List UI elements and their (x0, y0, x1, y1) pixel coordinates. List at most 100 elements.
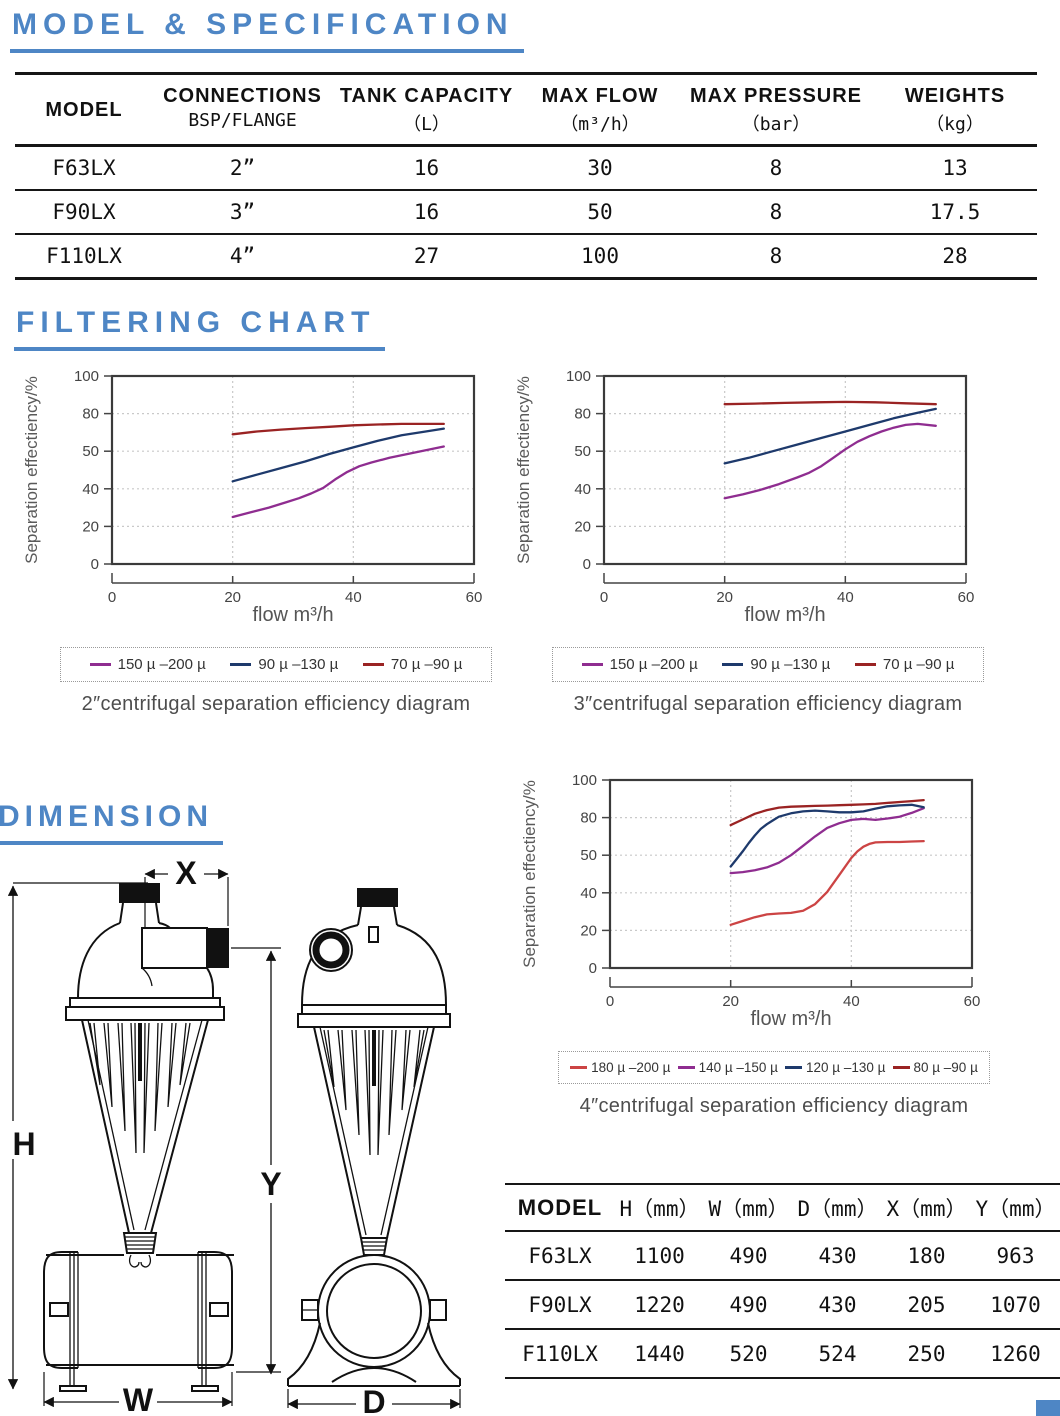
svg-text:50: 50 (574, 443, 591, 460)
spec-col-header: MAX FLOW （m³/h） (541, 85, 659, 135)
legend-swatch (581, 663, 603, 666)
svg-text:0: 0 (108, 589, 116, 606)
chart-4inch: 100 80 50 40 20 0 0 20 40 60 flow m³/h Separation e… (518, 772, 1018, 1118)
legend-item: 120 µ –130 µ (785, 1060, 885, 1075)
chart-2inch-legend: 150 µ –200 µ 90 µ –130 µ 70 µ –90 µ (60, 647, 492, 682)
dimension-table-cell: F63LX (528, 1243, 592, 1268)
dimension-table-cell: 430 (818, 1243, 857, 1268)
dimension-table-header: MODEL H（mm） W（mm） D（mm） X（mm） Y（mm） (505, 1185, 1060, 1232)
svg-text:100: 100 (572, 772, 597, 789)
spec-table-cell: 2” (229, 156, 256, 180)
dimension-table-cell: 1070 (990, 1292, 1041, 1317)
svg-text:100: 100 (566, 368, 591, 385)
legend-swatch (362, 663, 384, 666)
spec-table-cell: 4” (229, 244, 256, 268)
dimension-table-cell: 490 (729, 1292, 768, 1317)
inlet-port (357, 888, 398, 907)
svg-text:40: 40 (837, 589, 854, 606)
dimension-table-cell: 1260 (990, 1341, 1041, 1366)
svg-text:60: 60 (958, 589, 975, 606)
legend-label: 140 µ –150 µ (698, 1060, 778, 1075)
chart-3inch-legend: 150 µ –200 µ 90 µ –130 µ 70 µ –90 µ (552, 647, 984, 682)
dimension-table-cell: 1220 (634, 1292, 685, 1317)
chart-canvas: 100 80 50 40 20 00 20 40 60 flow m³/h Separation e… (22, 368, 483, 626)
legend-swatch (854, 663, 876, 666)
legend-label: 150 µ –200 µ (609, 656, 698, 673)
chart-4inch-legend: 180 µ –200 µ 140 µ –150 µ 120 µ –130 µ 80 µ… (558, 1051, 990, 1084)
dim-label-d: D (362, 1384, 385, 1416)
svg-text:80: 80 (580, 810, 597, 827)
section-title-model-specification: MODEL & SPECIFICATION (10, 8, 524, 53)
spec-table-cell: 100 (581, 244, 619, 268)
inlet-port (119, 883, 160, 903)
chart-3inch: 100 80 50 40 20 0 0 20 40 60 flow m³/h Separation e… (512, 368, 1012, 716)
svg-text:20: 20 (224, 589, 241, 606)
dimension-table: MODEL H（mm） W（mm） D（mm） X（mm） Y（mm） F63LX 1100 4… (505, 1183, 1060, 1379)
dimension-col-header: Y（mm） (975, 1196, 1056, 1221)
spec-table-cell: 13 (942, 156, 968, 180)
dimension-table-cell: 180 (907, 1243, 946, 1268)
svg-text:60: 60 (466, 589, 483, 606)
svg-text:20: 20 (722, 993, 739, 1010)
svg-text:20: 20 (82, 518, 99, 535)
legend-label: 80 µ –90 µ (913, 1060, 978, 1075)
dimension-table-cell: 490 (729, 1243, 768, 1268)
legend-label: 90 µ –130 µ (750, 656, 831, 673)
svg-text:20: 20 (716, 589, 733, 606)
outlet-pipe (141, 927, 208, 969)
spec-col-header: MODEL (45, 99, 123, 121)
legend-label: 90 µ –130 µ (258, 656, 339, 673)
svg-text:Separation effectiency/%: Separation effectiency/% (22, 376, 41, 564)
legend-swatch (677, 1066, 695, 1069)
svg-text:40: 40 (574, 481, 591, 498)
svg-text:flow m³/h: flow m³/h (750, 1008, 831, 1030)
dimension-table-cell: 1440 (634, 1341, 685, 1366)
dimension-table-cell: 520 (729, 1341, 768, 1366)
svg-text:flow m³/h: flow m³/h (744, 604, 825, 626)
spec-col-header: WEIGHTS （kg） (904, 85, 1006, 135)
svg-text:0: 0 (91, 556, 99, 573)
dimension-table-row: F63LX 1100 490 430 180 963 (505, 1232, 1060, 1281)
legend-swatch (230, 663, 252, 666)
spec-table-cell: 50 (587, 200, 613, 224)
svg-text:40: 40 (345, 589, 362, 606)
dimension-table-row: F90LX 1220 490 430 205 1070 (505, 1281, 1060, 1330)
dimension-table-cell: 524 (818, 1341, 857, 1366)
dimension-col-header: X（mm） (886, 1196, 967, 1221)
svg-text:100: 100 (74, 368, 99, 385)
svg-text:Separation effectiency/%: Separation effectiency/% (520, 780, 539, 968)
chart-2inch: 100 80 50 40 20 0 0 20 40 60 flow m³/h Separation e… (20, 368, 520, 716)
dimension-table-cell: 430 (818, 1292, 857, 1317)
spec-table-cell: 16 (413, 156, 440, 180)
legend-item: 180 µ –200 µ (570, 1060, 670, 1075)
chart-3inch-plot: 100 80 50 40 20 0 0 20 40 60 flow m³/h Separation e… (512, 368, 1012, 631)
spec-table-cell: 30 (587, 156, 613, 180)
dimension-col-header: MODEL (517, 1194, 603, 1220)
dimension-col-header: W（mm） (708, 1196, 789, 1221)
drawing-side-view: D (287, 888, 461, 1416)
legend-swatch (722, 663, 744, 666)
legend-item: 150 µ –200 µ (89, 656, 206, 673)
legend-swatch (570, 1066, 588, 1069)
legend-item: 140 µ –150 µ (677, 1060, 778, 1075)
section-title-filtering-chart: FILTERING CHART (14, 306, 386, 351)
spec-table-row: F63LX 2” 16 30 8 13 (15, 147, 1037, 191)
dim-label-h: H (12, 1126, 35, 1162)
spec-table-cell: F63LX (52, 156, 116, 180)
spec-table: MODEL CONNECTIONS BSP/FLANGE TANK CAPACITY （… (15, 72, 1037, 280)
spec-table-cell: 27 (413, 244, 440, 268)
spec-table-cell: F90LX (52, 200, 116, 224)
spec-table-cell: F110LX (46, 244, 122, 268)
dim-label-w: W (123, 1382, 154, 1416)
spec-table-cell: 28 (942, 244, 968, 268)
spec-table-header: MODEL CONNECTIONS BSP/FLANGE TANK CAPACITY （… (15, 75, 1037, 147)
dimension-table-cell: 250 (907, 1341, 946, 1366)
spec-table-cell: 17.5 (929, 200, 981, 224)
chart-3inch-caption: 3″centrifugal separation efficiency diag… (573, 693, 963, 715)
dimension-table-cell: F90LX (528, 1292, 592, 1317)
legend-label: 70 µ –90 µ (882, 656, 955, 673)
dimension-table-row: F110LX 1440 520 524 250 1260 (505, 1330, 1060, 1377)
corner-accent-square (1036, 1400, 1060, 1416)
spec-table-cell: 3” (229, 200, 256, 224)
